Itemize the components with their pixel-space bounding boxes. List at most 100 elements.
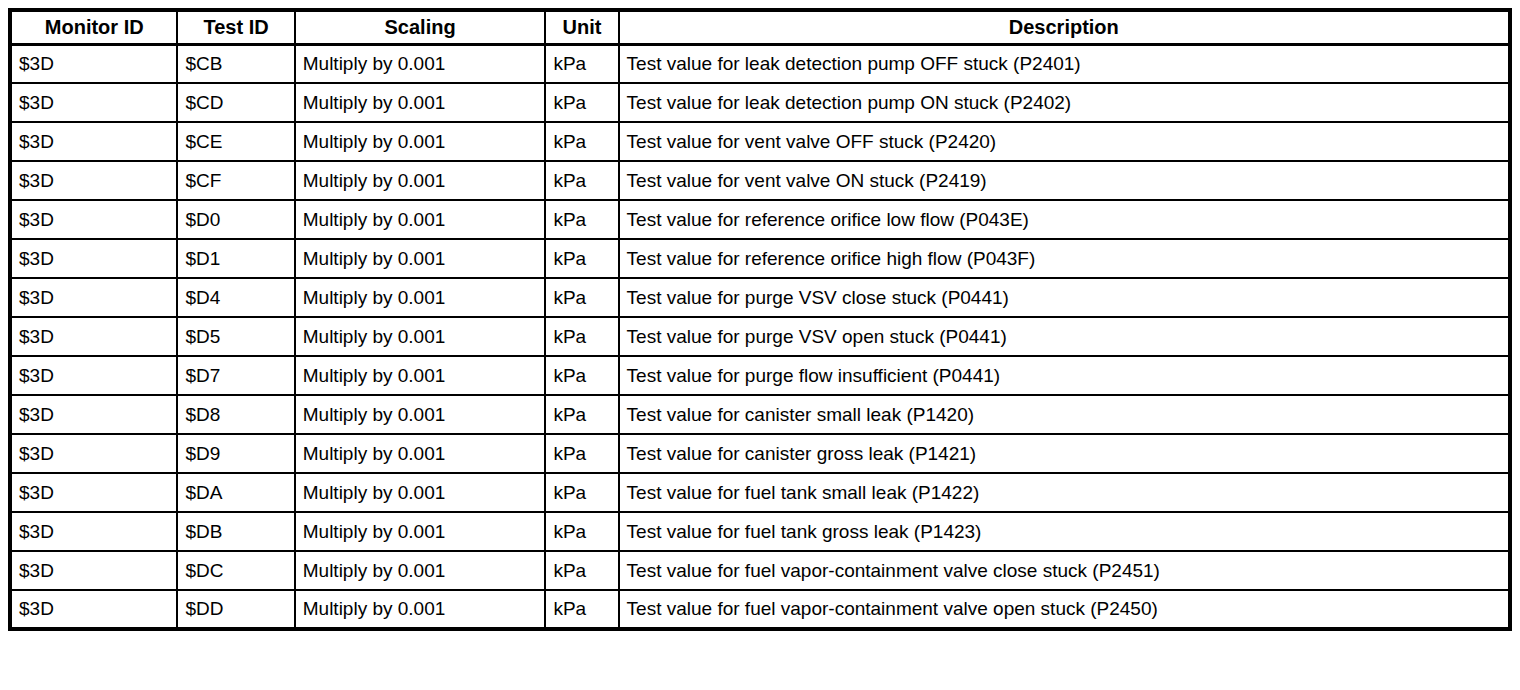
cell-description: Test value for fuel tank gross leak (P14… — [619, 512, 1510, 551]
cell-test-id: $DC — [177, 551, 294, 590]
column-header-unit: Unit — [545, 10, 618, 44]
cell-test-id: $DB — [177, 512, 294, 551]
cell-description: Test value for purge VSV close stuck (P0… — [619, 278, 1510, 317]
cell-unit: kPa — [545, 122, 618, 161]
cell-unit: kPa — [545, 395, 618, 434]
cell-test-id: $D7 — [177, 356, 294, 395]
cell-monitor-id: $3D — [10, 83, 177, 122]
cell-test-id: $D5 — [177, 317, 294, 356]
table-body: $3D$CBMultiply by 0.001kPaTest value for… — [10, 44, 1510, 629]
cell-test-id: $CF — [177, 161, 294, 200]
cell-scaling: Multiply by 0.001 — [295, 434, 546, 473]
cell-unit: kPa — [545, 278, 618, 317]
cell-test-id: $CB — [177, 44, 294, 83]
cell-description: Test value for reference orifice high fl… — [619, 239, 1510, 278]
cell-scaling: Multiply by 0.001 — [295, 200, 546, 239]
table-row: $3D$DCMultiply by 0.001kPaTest value for… — [10, 551, 1510, 590]
table-row: $3D$CBMultiply by 0.001kPaTest value for… — [10, 44, 1510, 83]
cell-monitor-id: $3D — [10, 317, 177, 356]
table-row: $3D$D4Multiply by 0.001kPaTest value for… — [10, 278, 1510, 317]
cell-scaling: Multiply by 0.001 — [295, 512, 546, 551]
cell-scaling: Multiply by 0.001 — [295, 356, 546, 395]
monitor-test-scaling-table: Monitor ID Test ID Scaling Unit Descript… — [8, 8, 1512, 631]
table-row: $3D$DAMultiply by 0.001kPaTest value for… — [10, 473, 1510, 512]
cell-scaling: Multiply by 0.001 — [295, 395, 546, 434]
cell-description: Test value for fuel vapor-containment va… — [619, 590, 1510, 629]
cell-description: Test value for vent valve ON stuck (P241… — [619, 161, 1510, 200]
column-header-monitor-id: Monitor ID — [10, 10, 177, 44]
document-page: Monitor ID Test ID Scaling Unit Descript… — [0, 0, 1520, 639]
cell-description: Test value for canister gross leak (P142… — [619, 434, 1510, 473]
cell-description: Test value for purge VSV open stuck (P04… — [619, 317, 1510, 356]
cell-monitor-id: $3D — [10, 512, 177, 551]
cell-test-id: $D9 — [177, 434, 294, 473]
cell-scaling: Multiply by 0.001 — [295, 590, 546, 629]
cell-description: Test value for leak detection pump OFF s… — [619, 44, 1510, 83]
cell-monitor-id: $3D — [10, 434, 177, 473]
cell-unit: kPa — [545, 200, 618, 239]
table-row: $3D$CDMultiply by 0.001kPaTest value for… — [10, 83, 1510, 122]
cell-description: Test value for reference orifice low flo… — [619, 200, 1510, 239]
cell-description: Test value for vent valve OFF stuck (P24… — [619, 122, 1510, 161]
cell-scaling: Multiply by 0.001 — [295, 551, 546, 590]
cell-test-id: $DA — [177, 473, 294, 512]
table-row: $3D$D0Multiply by 0.001kPaTest value for… — [10, 200, 1510, 239]
table-row: $3D$D9Multiply by 0.001kPaTest value for… — [10, 434, 1510, 473]
cell-monitor-id: $3D — [10, 44, 177, 83]
cell-unit: kPa — [545, 551, 618, 590]
cell-test-id: $DD — [177, 590, 294, 629]
cell-unit: kPa — [545, 356, 618, 395]
cell-scaling: Multiply by 0.001 — [295, 161, 546, 200]
table-row: $3D$CEMultiply by 0.001kPaTest value for… — [10, 122, 1510, 161]
cell-monitor-id: $3D — [10, 551, 177, 590]
cell-monitor-id: $3D — [10, 122, 177, 161]
cell-scaling: Multiply by 0.001 — [295, 278, 546, 317]
cell-unit: kPa — [545, 512, 618, 551]
cell-monitor-id: $3D — [10, 161, 177, 200]
cell-unit: kPa — [545, 434, 618, 473]
cell-scaling: Multiply by 0.001 — [295, 83, 546, 122]
table-row: $3D$DDMultiply by 0.001kPaTest value for… — [10, 590, 1510, 629]
column-header-description: Description — [619, 10, 1510, 44]
cell-unit: kPa — [545, 473, 618, 512]
cell-test-id: $CE — [177, 122, 294, 161]
cell-monitor-id: $3D — [10, 278, 177, 317]
cell-unit: kPa — [545, 590, 618, 629]
table-row: $3D$D7Multiply by 0.001kPaTest value for… — [10, 356, 1510, 395]
column-header-scaling: Scaling — [295, 10, 546, 44]
cell-unit: kPa — [545, 161, 618, 200]
cell-scaling: Multiply by 0.001 — [295, 122, 546, 161]
cell-scaling: Multiply by 0.001 — [295, 239, 546, 278]
cell-monitor-id: $3D — [10, 590, 177, 629]
cell-test-id: $D0 — [177, 200, 294, 239]
cell-unit: kPa — [545, 239, 618, 278]
table-header: Monitor ID Test ID Scaling Unit Descript… — [10, 10, 1510, 44]
cell-unit: kPa — [545, 44, 618, 83]
cell-test-id: $D8 — [177, 395, 294, 434]
cell-monitor-id: $3D — [10, 395, 177, 434]
table-row: $3D$D1Multiply by 0.001kPaTest value for… — [10, 239, 1510, 278]
cell-monitor-id: $3D — [10, 239, 177, 278]
cell-description: Test value for purge flow insufficient (… — [619, 356, 1510, 395]
cell-scaling: Multiply by 0.001 — [295, 317, 546, 356]
cell-unit: kPa — [545, 317, 618, 356]
cell-test-id: $D1 — [177, 239, 294, 278]
cell-test-id: $D4 — [177, 278, 294, 317]
cell-monitor-id: $3D — [10, 200, 177, 239]
header-row: Monitor ID Test ID Scaling Unit Descript… — [10, 10, 1510, 44]
cell-description: Test value for fuel vapor-containment va… — [619, 551, 1510, 590]
cell-description: Test value for fuel tank small leak (P14… — [619, 473, 1510, 512]
cell-monitor-id: $3D — [10, 356, 177, 395]
cell-monitor-id: $3D — [10, 473, 177, 512]
table-row: $3D$DBMultiply by 0.001kPaTest value for… — [10, 512, 1510, 551]
cell-scaling: Multiply by 0.001 — [295, 473, 546, 512]
table-row: $3D$D5Multiply by 0.001kPaTest value for… — [10, 317, 1510, 356]
table-row: $3D$D8Multiply by 0.001kPaTest value for… — [10, 395, 1510, 434]
column-header-test-id: Test ID — [177, 10, 294, 44]
cell-description: Test value for leak detection pump ON st… — [619, 83, 1510, 122]
cell-scaling: Multiply by 0.001 — [295, 44, 546, 83]
cell-test-id: $CD — [177, 83, 294, 122]
cell-unit: kPa — [545, 83, 618, 122]
cell-description: Test value for canister small leak (P142… — [619, 395, 1510, 434]
table-row: $3D$CFMultiply by 0.001kPaTest value for… — [10, 161, 1510, 200]
